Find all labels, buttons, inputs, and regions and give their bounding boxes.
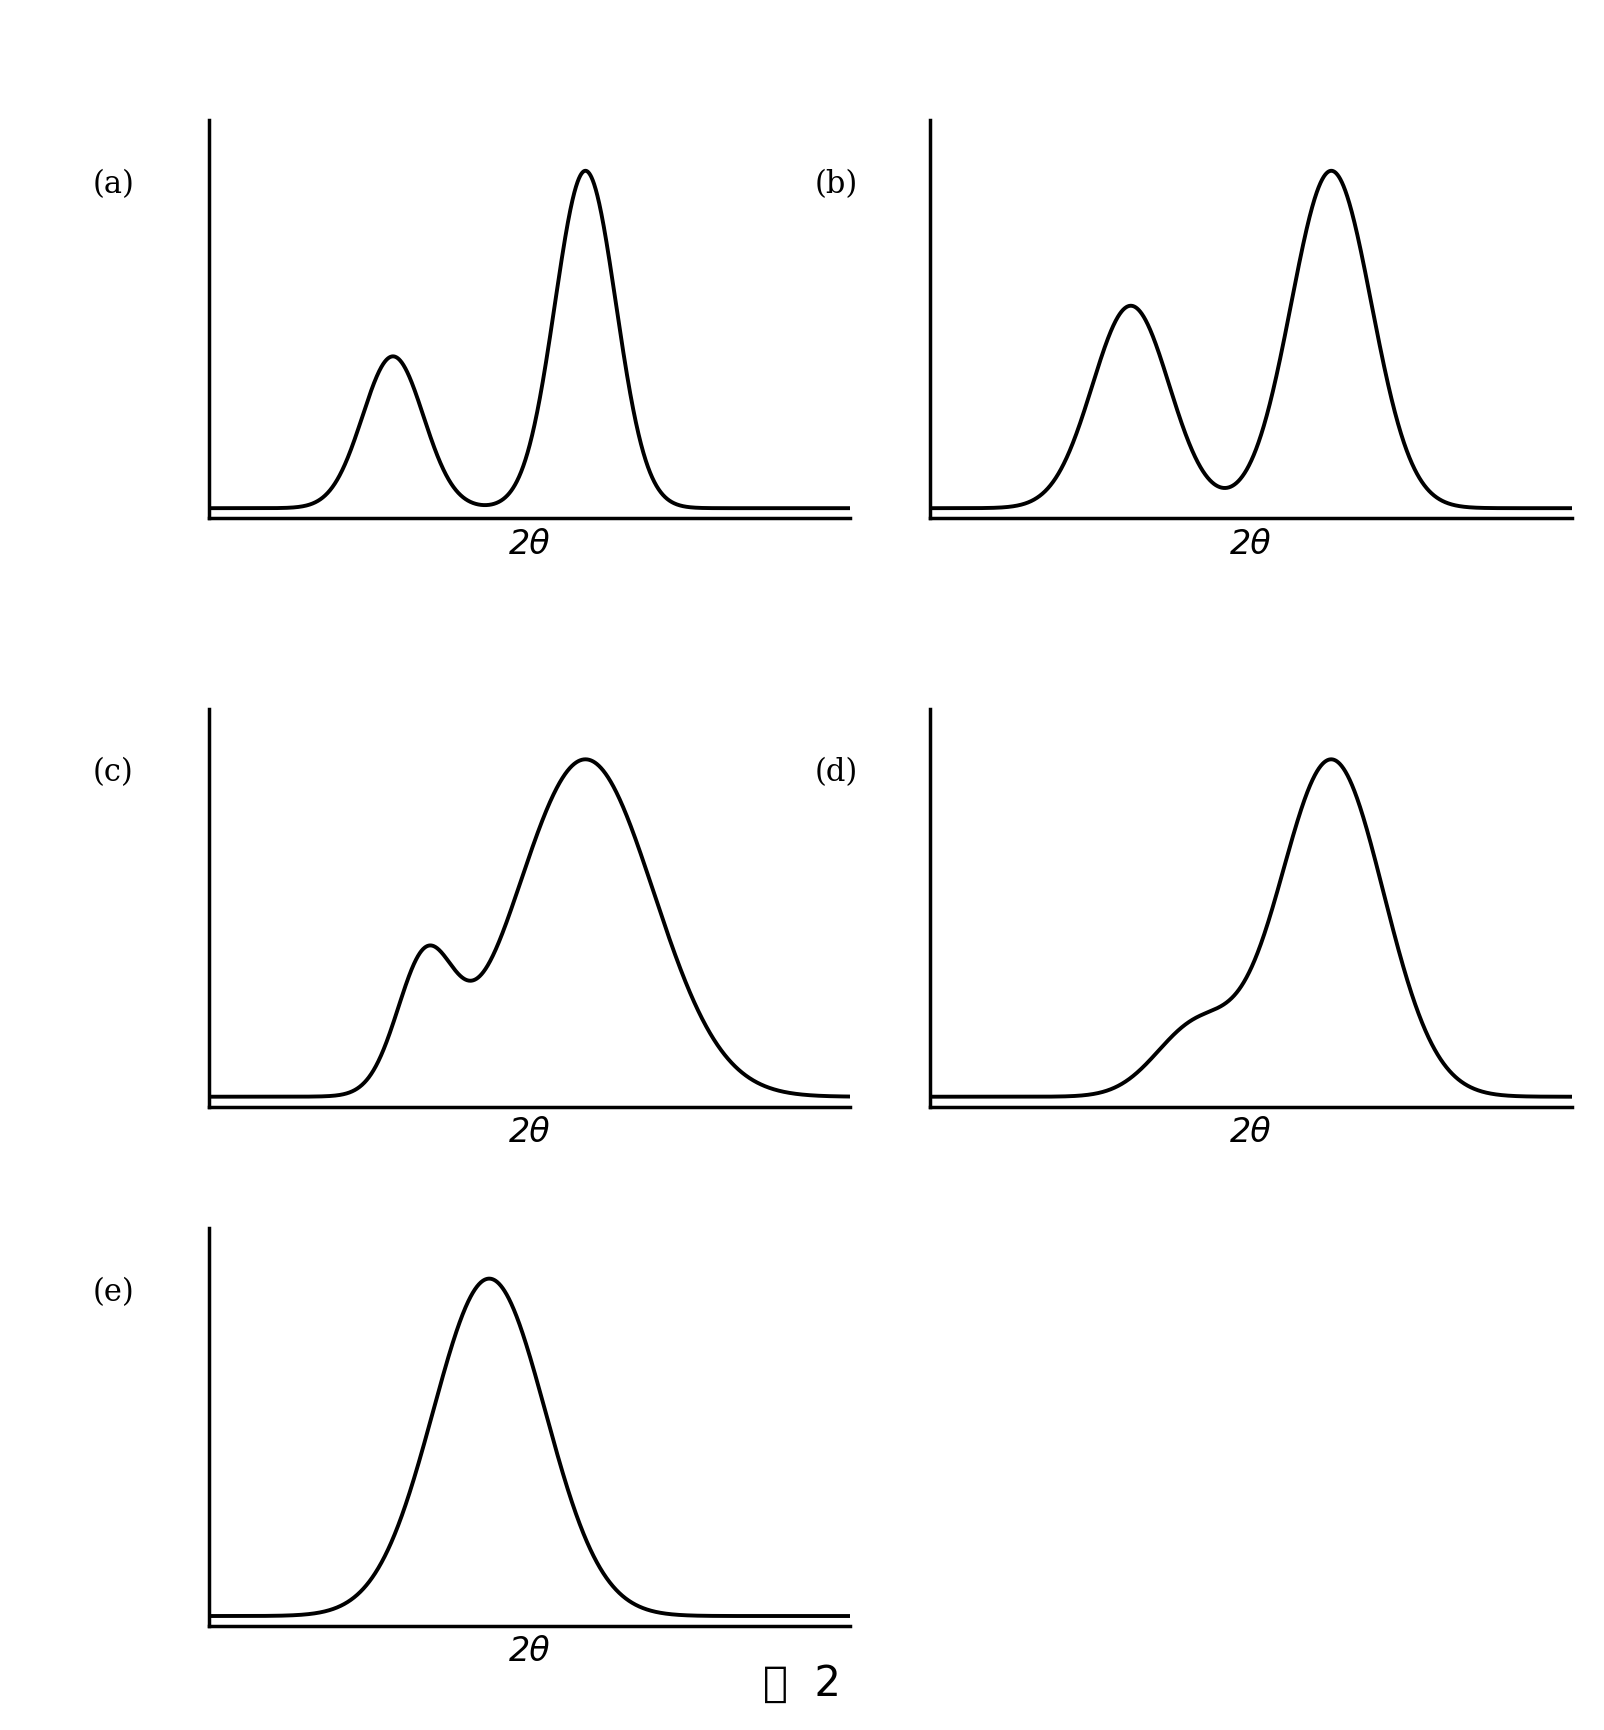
X-axis label: 2θ: 2θ bbox=[508, 528, 550, 561]
X-axis label: 2θ: 2θ bbox=[508, 1635, 550, 1668]
Text: (d): (d) bbox=[815, 758, 858, 789]
Text: (a): (a) bbox=[93, 170, 135, 201]
X-axis label: 2θ: 2θ bbox=[1230, 1116, 1272, 1149]
Text: (e): (e) bbox=[93, 1277, 135, 1308]
X-axis label: 2θ: 2θ bbox=[1230, 528, 1272, 561]
Text: (b): (b) bbox=[815, 170, 858, 201]
Text: (c): (c) bbox=[93, 758, 133, 789]
Text: 图  2: 图 2 bbox=[764, 1663, 840, 1704]
X-axis label: 2θ: 2θ bbox=[508, 1116, 550, 1149]
